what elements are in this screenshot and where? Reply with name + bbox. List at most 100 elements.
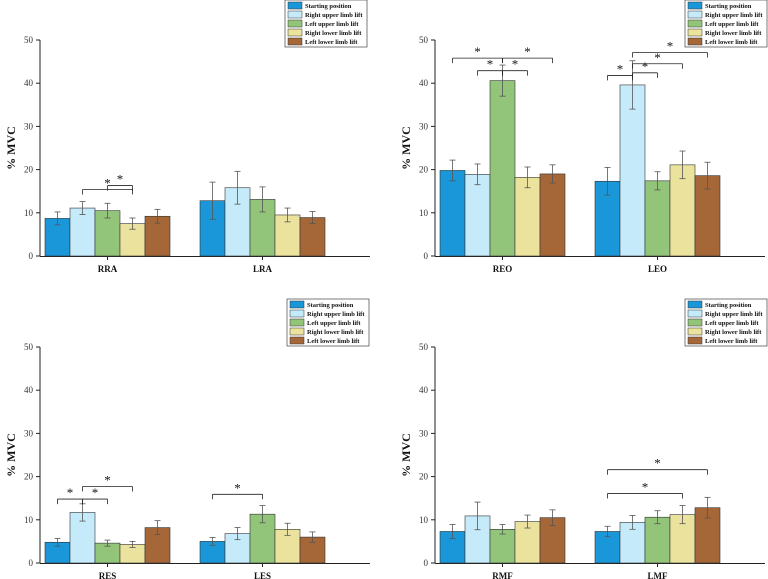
- y-axis-label: % MVC: [399, 433, 413, 477]
- significance-star: *: [654, 456, 661, 471]
- y-tick-label: 10: [24, 208, 34, 218]
- significance-bracket: *: [452, 44, 503, 64]
- significance-star: *: [104, 175, 111, 190]
- bar-rra-series-2: [69, 207, 96, 257]
- legend-swatch: [289, 336, 305, 345]
- legend-label: Starting position: [305, 3, 352, 10]
- significance-star: *: [92, 485, 99, 500]
- bar-leo-series-2: [619, 84, 646, 257]
- category-label: LEO: [648, 264, 667, 274]
- y-tick-label: 0: [29, 558, 34, 568]
- y-tick-label: 10: [419, 515, 429, 525]
- legend-label: Left upper limb lift: [307, 320, 361, 327]
- y-tick-label: 40: [419, 78, 429, 88]
- significance-bracket: *: [632, 39, 708, 58]
- significance-star: *: [474, 44, 481, 59]
- significance-star: *: [67, 485, 74, 500]
- y-tick-label: 0: [29, 251, 34, 261]
- y-tick-label: 20: [24, 165, 34, 175]
- legend-swatch: [687, 327, 703, 336]
- category-label: REO: [493, 264, 513, 274]
- bar-lmf-series-5: [694, 507, 721, 564]
- significance-bracket: *: [607, 479, 683, 499]
- bar-reo-series-1: [439, 170, 466, 257]
- y-tick-label: 50: [24, 342, 34, 352]
- legend-label: Left lower limb lift: [307, 338, 360, 345]
- significance-bracket: *: [107, 172, 133, 191]
- legend-label: Left upper limb lift: [305, 21, 359, 28]
- legend-swatch: [687, 10, 703, 19]
- significance-bracket: *: [607, 61, 633, 81]
- bar-lmf-series-3: [644, 516, 671, 564]
- significance-star: *: [117, 172, 124, 187]
- bar-reo-series-2: [464, 174, 491, 257]
- chart-panel-rra-lra: 0 10 20 30 40 50 % MVC RRA LRA * * Starting positio…: [4, 0, 370, 274]
- legend-label: Right lower limb lift: [307, 329, 364, 336]
- legend-swatch: [687, 28, 703, 37]
- chart-panel-reo-leo: 0 10 20 30 40 50 % MVC REO LEO * * * * * * * * Starting p…: [399, 0, 768, 274]
- significance-bracket: *: [502, 57, 528, 76]
- legend-label: Right upper limb lift: [307, 311, 365, 318]
- significance-star: *: [617, 61, 624, 76]
- y-tick-label: 50: [24, 35, 34, 45]
- significance-bracket: *: [632, 59, 658, 78]
- bar-reo-series-4: [514, 177, 541, 257]
- legend-label: Left upper limb lift: [705, 320, 759, 327]
- legend-swatch: [287, 37, 303, 46]
- significance-star: *: [642, 59, 649, 74]
- y-axis-label: % MVC: [399, 126, 413, 170]
- legend-label: Left lower limb lift: [705, 39, 758, 46]
- legend-swatch: [287, 10, 303, 19]
- significance-star: *: [654, 50, 661, 65]
- legend-swatch: [289, 318, 305, 327]
- y-tick-label: 20: [419, 165, 429, 175]
- y-tick-label: 50: [419, 35, 429, 45]
- legend-swatch: [289, 309, 305, 318]
- legend-swatch: [287, 19, 303, 28]
- y-tick-label: 20: [419, 472, 429, 482]
- legend-label: Right lower limb lift: [305, 30, 362, 37]
- chart-panel-res-les: 0 10 20 30 40 50 % MVC RES LES * * * * Starting posit…: [4, 298, 370, 579]
- y-tick-label: 0: [424, 251, 429, 261]
- legend-label: Right upper limb lift: [705, 12, 763, 19]
- chart-panel-rmf-lmf: 0 10 20 30 40 50 % MVC RMF LMF * * Starting positio…: [399, 298, 768, 579]
- significance-star: *: [234, 480, 241, 495]
- significance-bracket: *: [212, 480, 263, 500]
- y-tick-label: 40: [419, 385, 429, 395]
- significance-bracket: *: [632, 50, 683, 69]
- y-tick-label: 40: [24, 78, 34, 88]
- legend-label: Right upper limb lift: [305, 12, 363, 19]
- category-label: LRA: [253, 264, 273, 274]
- legend-label: Right lower limb lift: [705, 30, 762, 37]
- legend-swatch: [287, 1, 303, 10]
- legend-label: Starting position: [307, 302, 354, 309]
- y-tick-label: 30: [419, 428, 429, 438]
- legend: Starting position Right upper limb lift Le…: [684, 0, 768, 48]
- y-tick-label: 30: [419, 121, 429, 131]
- legend-label: Right lower limb lift: [705, 329, 762, 336]
- y-tick-label: 20: [24, 472, 34, 482]
- legend-swatch: [687, 318, 703, 327]
- category-label: RES: [99, 571, 117, 579]
- y-tick-label: 30: [24, 428, 34, 438]
- y-tick-label: 0: [424, 558, 429, 568]
- legend-label: Starting position: [705, 3, 752, 10]
- legend-swatch: [289, 327, 305, 336]
- significance-bracket: *: [82, 485, 108, 505]
- category-label: LMF: [648, 571, 668, 579]
- legend-swatch: [687, 19, 703, 28]
- legend-label: Left lower limb lift: [305, 39, 358, 46]
- legend-swatch: [687, 1, 703, 10]
- legend-swatch: [687, 300, 703, 309]
- y-tick-label: 50: [419, 342, 429, 352]
- legend-label: Starting position: [705, 302, 752, 309]
- legend: Starting position Right upper limb lift Le…: [684, 298, 768, 347]
- bar-reo-series-3: [489, 80, 516, 257]
- category-label: RMF: [492, 571, 513, 579]
- legend-swatch: [289, 300, 305, 309]
- significance-star: *: [524, 44, 531, 59]
- y-tick-label: 10: [24, 515, 34, 525]
- y-axis-label: % MVC: [4, 433, 18, 477]
- significance-star: *: [667, 39, 674, 54]
